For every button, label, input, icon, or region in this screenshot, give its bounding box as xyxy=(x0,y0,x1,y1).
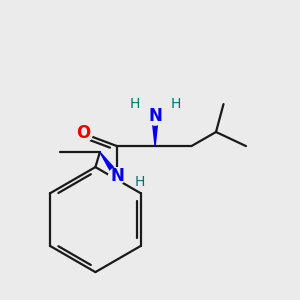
Polygon shape xyxy=(100,152,120,178)
Text: H: H xyxy=(130,97,140,110)
Text: O: O xyxy=(76,124,91,142)
Circle shape xyxy=(146,107,164,125)
Text: N: N xyxy=(110,167,124,185)
Polygon shape xyxy=(152,116,158,146)
Circle shape xyxy=(74,124,92,142)
Circle shape xyxy=(109,168,125,184)
Text: N: N xyxy=(148,107,162,125)
Text: H: H xyxy=(134,175,145,189)
Text: H: H xyxy=(170,97,181,110)
